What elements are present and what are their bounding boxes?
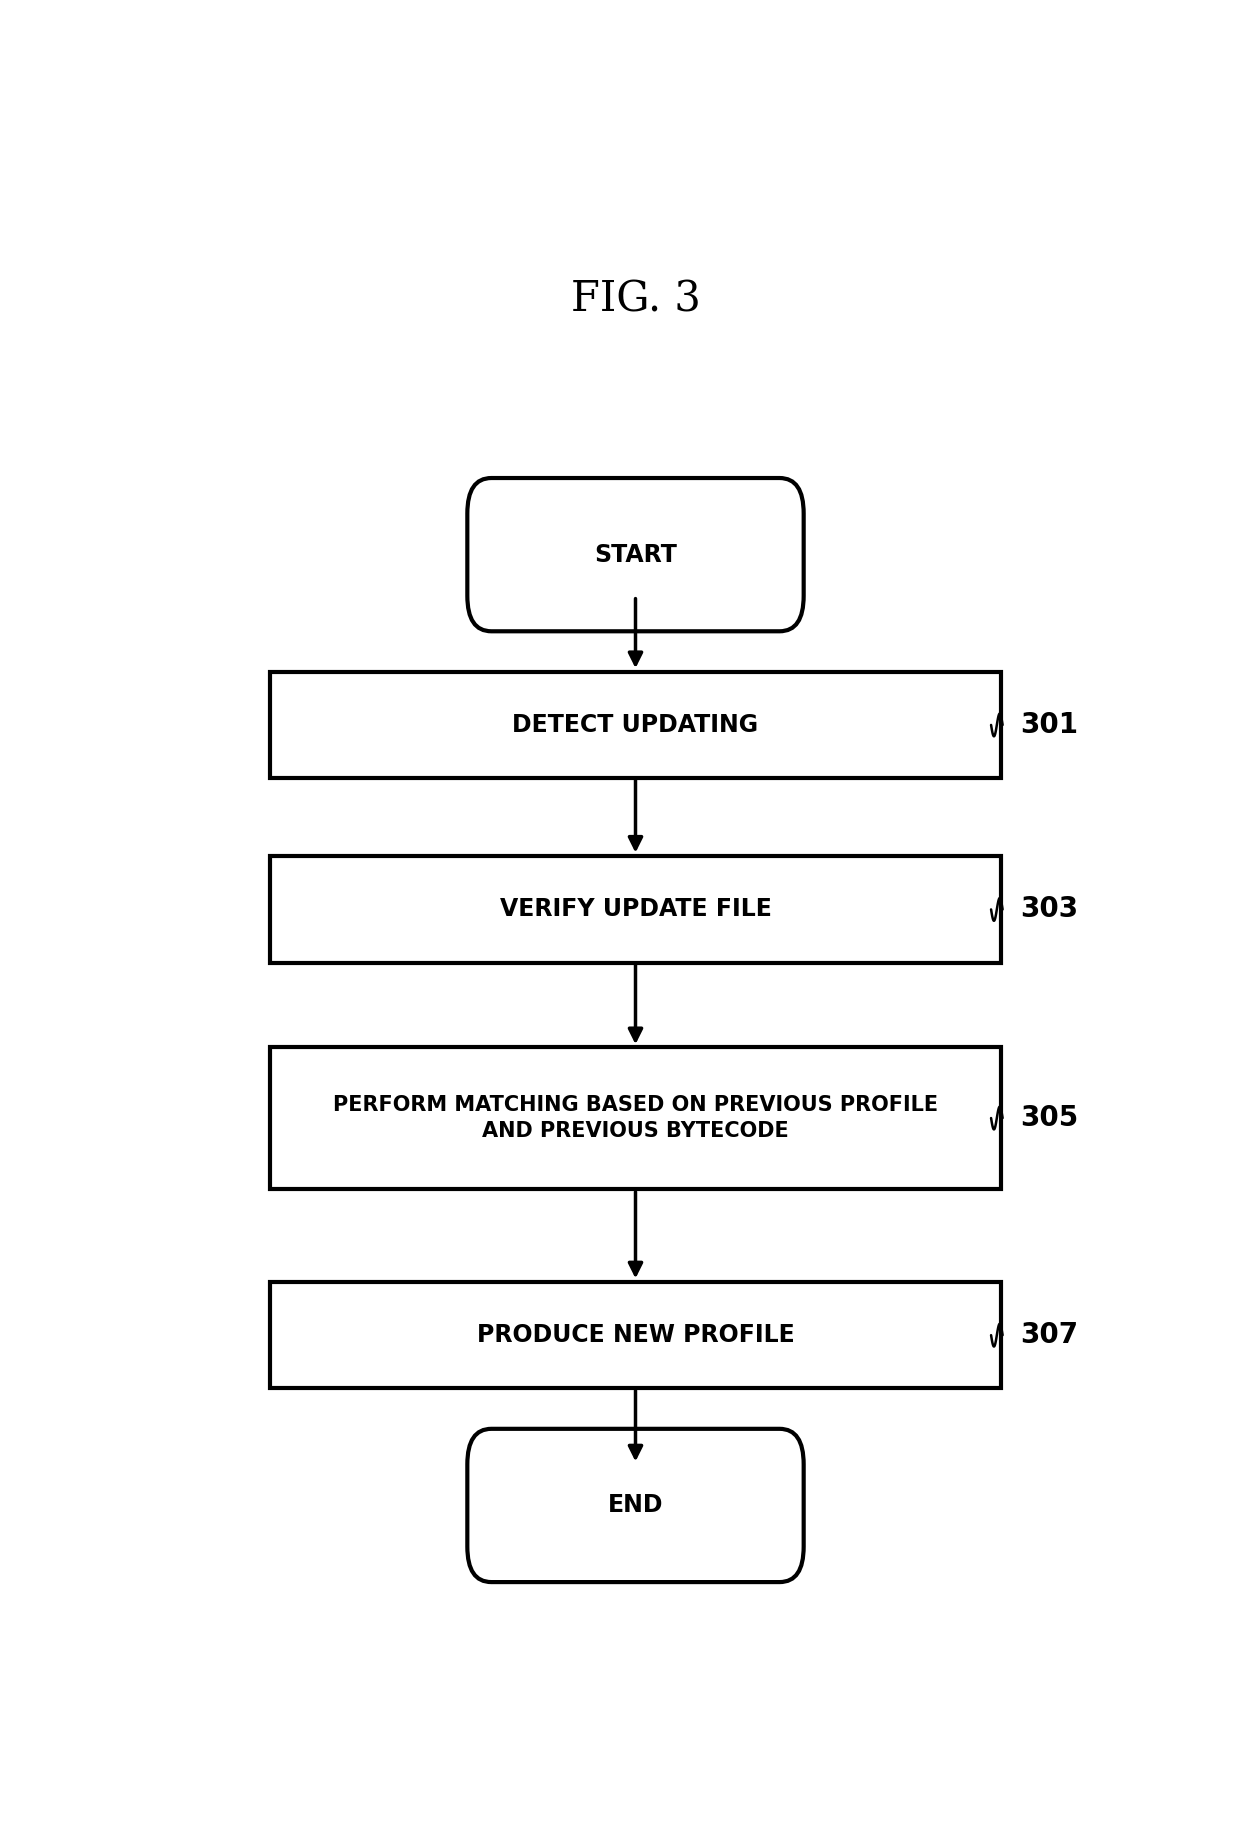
FancyBboxPatch shape — [467, 477, 804, 632]
FancyBboxPatch shape — [270, 1047, 1001, 1189]
Text: START: START — [594, 542, 677, 566]
Text: 301: 301 — [1019, 711, 1078, 739]
FancyBboxPatch shape — [270, 671, 1001, 778]
Text: PRODUCE NEW PROFILE: PRODUCE NEW PROFILE — [476, 1323, 795, 1347]
FancyBboxPatch shape — [270, 857, 1001, 962]
Text: DETECT UPDATING: DETECT UPDATING — [512, 713, 759, 737]
FancyBboxPatch shape — [270, 1283, 1001, 1388]
Text: PERFORM MATCHING BASED ON PREVIOUS PROFILE
AND PREVIOUS BYTECODE: PERFORM MATCHING BASED ON PREVIOUS PROFI… — [332, 1095, 939, 1141]
Text: VERIFY UPDATE FILE: VERIFY UPDATE FILE — [500, 898, 771, 922]
Text: END: END — [608, 1493, 663, 1517]
Text: FIG. 3: FIG. 3 — [570, 278, 701, 321]
Text: 307: 307 — [1019, 1321, 1078, 1349]
FancyBboxPatch shape — [467, 1428, 804, 1581]
Text: 305: 305 — [1019, 1104, 1078, 1132]
Text: 303: 303 — [1019, 896, 1078, 923]
